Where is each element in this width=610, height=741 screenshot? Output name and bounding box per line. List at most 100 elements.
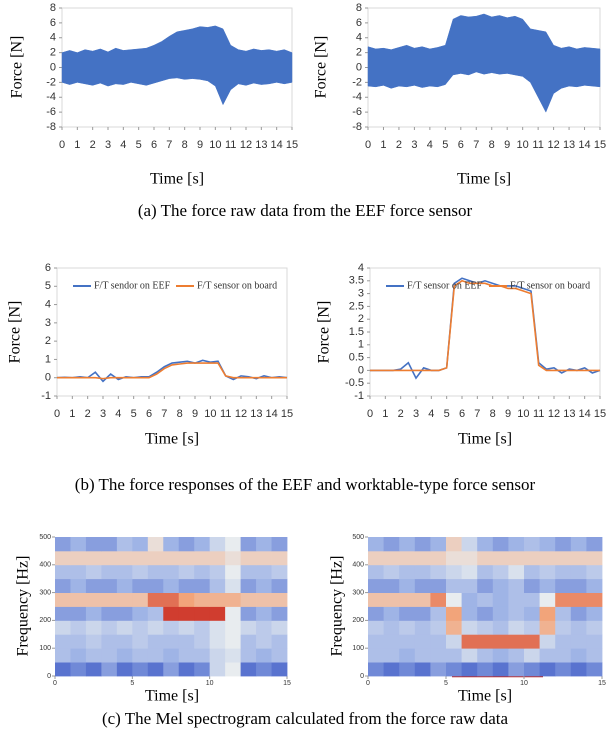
- y-tick-label: 2.5: [349, 300, 364, 312]
- x-tick-label: 11: [533, 408, 544, 420]
- heat-cell: [383, 606, 400, 621]
- heat-cell: [55, 564, 71, 580]
- heat-cell: [492, 634, 509, 649]
- heat-cell: [399, 537, 416, 552]
- x-tick-label: 13: [563, 408, 575, 420]
- y-tick-label: -4: [352, 91, 362, 103]
- heat-cell: [477, 537, 494, 552]
- heat-cell: [414, 606, 431, 621]
- heat-cell: [368, 537, 384, 552]
- heat-cell: [85, 550, 102, 566]
- heat-cell: [570, 578, 587, 593]
- heat-cell: [570, 550, 587, 566]
- heat-cell: [539, 564, 556, 580]
- heat-cell: [524, 648, 540, 663]
- heat-cell: [383, 634, 400, 649]
- x-tick-label: 4: [120, 139, 126, 151]
- heat-cell: [209, 620, 226, 635]
- x-tick-label: 7: [166, 139, 172, 151]
- heat-cell: [101, 606, 118, 621]
- y-axis-label: Force [N]: [9, 36, 26, 99]
- heat-cell: [55, 606, 71, 621]
- x-tick-label: 14: [578, 139, 590, 151]
- heat-cell: [116, 550, 133, 566]
- x-tick-label: 10: [517, 139, 529, 151]
- heat-cell: [508, 662, 525, 677]
- heat-cell: [524, 606, 540, 621]
- heat-cell: [163, 606, 180, 621]
- heat-cell: [240, 537, 257, 552]
- y-tick-label: 1.5: [349, 326, 364, 338]
- heat-cell: [271, 634, 288, 649]
- heat-cell: [414, 620, 431, 635]
- heat-cell: [414, 537, 431, 552]
- heat-cell: [55, 620, 71, 635]
- heat-cell: [240, 550, 257, 566]
- heat-cell: [70, 564, 87, 580]
- caption: (b) The force responses of the EEF and w…: [75, 475, 536, 494]
- heat-cell: [163, 537, 180, 552]
- heat-cell: [147, 634, 164, 649]
- heat-cell: [492, 578, 509, 593]
- y-tick-label: 0: [360, 673, 364, 680]
- heat-cell: [399, 578, 416, 593]
- line-series: [57, 362, 287, 380]
- heat-cell: [271, 537, 288, 552]
- heat-cell: [147, 620, 164, 635]
- heat-cell: [508, 634, 525, 649]
- y-tick-label: 3.5: [349, 275, 364, 287]
- heat-cell: [368, 662, 384, 677]
- y-axis-label: Force [N]: [7, 301, 24, 364]
- y-tick-label: 5: [45, 280, 51, 292]
- heat-cell: [430, 550, 447, 566]
- heat-cell: [414, 592, 431, 607]
- y-tick-label: 4: [356, 32, 362, 44]
- heat-cell: [55, 578, 71, 593]
- x-tick-label: 8: [490, 408, 496, 420]
- heat-cell: [55, 634, 71, 649]
- heat-cell: [194, 648, 211, 663]
- y-tick-label: 2: [356, 47, 362, 59]
- x-tick-label: 5: [444, 680, 448, 687]
- heat-cell: [70, 606, 87, 621]
- heat-cell: [586, 592, 603, 607]
- x-tick-label: 8: [489, 139, 495, 151]
- y-axis-label: Frequency [Hz]: [329, 556, 346, 657]
- heat-cell: [430, 634, 447, 649]
- heat-cell: [70, 537, 87, 552]
- y-tick-label: -0.5: [345, 377, 364, 389]
- heat-cell: [209, 662, 226, 677]
- y-tick-label: 0: [47, 673, 51, 680]
- x-tick-label: 9: [192, 408, 198, 420]
- heat-cell: [85, 592, 102, 607]
- x-tick-label: 9: [505, 408, 511, 420]
- heat-cell: [430, 578, 447, 593]
- x-tick-label: 5: [442, 139, 448, 151]
- heat-cell: [399, 592, 416, 607]
- heat-cell: [383, 550, 400, 566]
- heat-cell: [209, 578, 226, 593]
- y-tick-label: 8: [50, 2, 56, 14]
- heat-cell: [256, 662, 272, 677]
- x-tick-label: 2: [396, 139, 402, 151]
- heat-cell: [85, 620, 102, 635]
- heat-cell: [178, 578, 195, 593]
- heat-cell: [70, 550, 87, 566]
- heat-cell: [570, 620, 587, 635]
- y-axis-label: Force [N]: [313, 36, 330, 99]
- heat-cell: [85, 648, 102, 663]
- y-tick-label: 4: [45, 298, 51, 310]
- heat-cell: [446, 620, 462, 635]
- y-tick-label: 4: [50, 32, 56, 44]
- heat-cell: [163, 578, 180, 593]
- signal-band: [61, 25, 293, 106]
- y-tick-label: 2: [358, 313, 364, 325]
- heat-cell: [461, 550, 478, 566]
- heat-cell: [70, 634, 87, 649]
- y-tick-label: -1: [41, 390, 51, 402]
- x-tick-label: 12: [240, 139, 252, 151]
- x-axis-label: Time [s]: [457, 171, 511, 188]
- heat-cell: [271, 620, 288, 635]
- heat-cell: [586, 578, 603, 593]
